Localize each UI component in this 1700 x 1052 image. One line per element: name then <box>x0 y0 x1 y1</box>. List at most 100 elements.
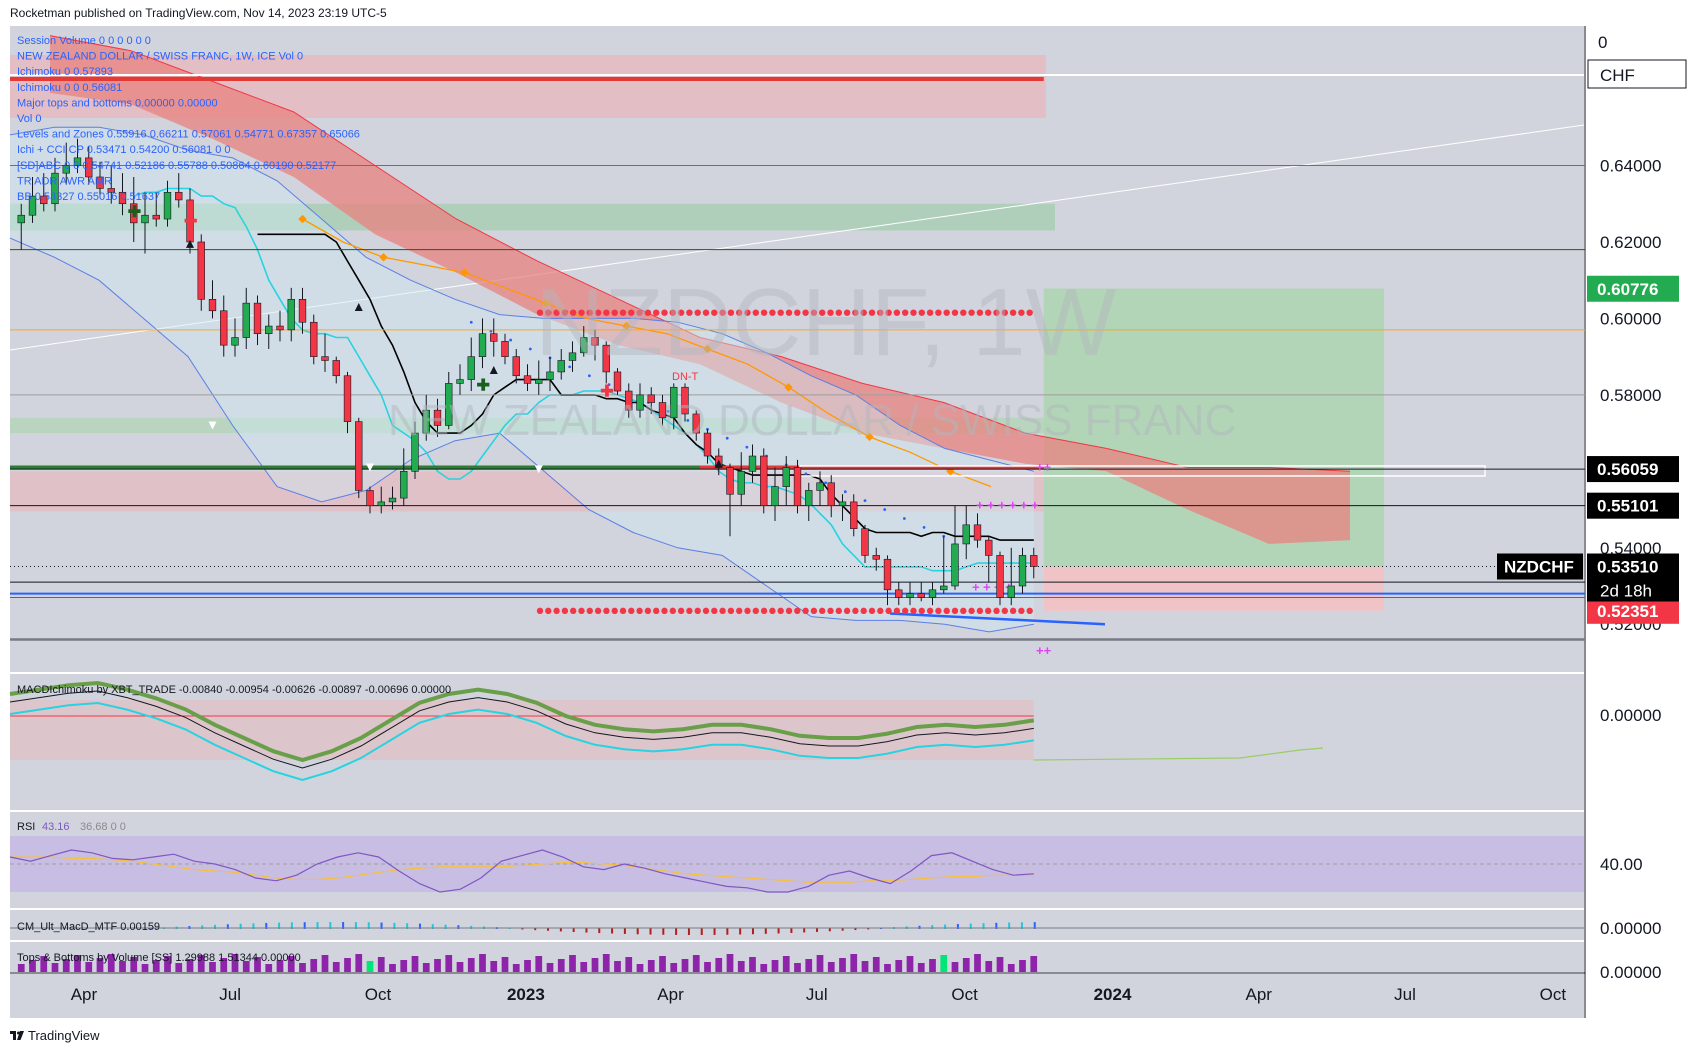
candle-body[interactable] <box>96 176 104 189</box>
candle-body[interactable] <box>625 390 633 411</box>
countdown-box[interactable] <box>1587 579 1679 602</box>
candle-body[interactable] <box>996 555 1004 598</box>
candle-body[interactable] <box>40 195 48 205</box>
candle-body[interactable] <box>973 524 982 541</box>
candle-body[interactable] <box>805 490 813 507</box>
price-tag-box[interactable] <box>1587 492 1679 519</box>
candle-body[interactable] <box>231 337 239 346</box>
candle-body[interactable] <box>208 299 217 312</box>
candle-body[interactable] <box>51 172 59 205</box>
candle-body[interactable] <box>985 539 993 556</box>
candle-body[interactable] <box>782 467 790 487</box>
candle-body[interactable] <box>366 490 374 507</box>
price-tag-box[interactable] <box>1587 275 1679 302</box>
candle-body[interactable] <box>265 325 273 335</box>
candle-body[interactable] <box>130 203 138 224</box>
candle-body[interactable] <box>580 337 588 354</box>
candle-body[interactable] <box>321 356 329 361</box>
candle-body[interactable] <box>1018 555 1027 587</box>
candle-body[interactable] <box>917 593 925 598</box>
candle-body[interactable] <box>681 386 689 415</box>
candle-body[interactable] <box>771 486 779 507</box>
candle-body[interactable] <box>816 482 824 491</box>
candle-body[interactable] <box>107 188 115 193</box>
candle-body[interactable] <box>62 165 70 174</box>
candle-body[interactable] <box>962 524 970 545</box>
candle-body[interactable] <box>793 467 802 507</box>
candle-body[interactable] <box>343 375 352 422</box>
candle-body[interactable] <box>332 360 340 377</box>
candle-body[interactable] <box>433 409 442 426</box>
candle-body[interactable] <box>850 501 858 529</box>
candle-body[interactable] <box>602 344 610 373</box>
price-tag-box[interactable] <box>1587 553 1679 580</box>
trend-line-white[interactable] <box>9 124 1585 351</box>
candle-body[interactable] <box>422 409 430 434</box>
candle-body[interactable] <box>501 341 509 357</box>
candle-body[interactable] <box>287 299 295 331</box>
candle-body[interactable] <box>355 421 363 491</box>
candle-body[interactable] <box>557 360 565 373</box>
symbol-tag-box[interactable] <box>1497 553 1583 580</box>
candle-body[interactable] <box>692 413 700 434</box>
candle-body[interactable] <box>1030 555 1038 567</box>
candle-body[interactable] <box>523 375 532 384</box>
candle-body[interactable] <box>242 302 250 338</box>
candle-body[interactable] <box>1007 585 1015 598</box>
candle-body[interactable] <box>827 482 835 507</box>
candle-body[interactable] <box>197 241 205 300</box>
candle-body[interactable] <box>467 356 475 380</box>
candle-body[interactable] <box>73 157 82 166</box>
candle-body[interactable] <box>940 585 948 591</box>
candle-body[interactable] <box>670 386 678 419</box>
candle-body[interactable] <box>748 455 757 472</box>
candle-body[interactable] <box>535 379 543 384</box>
candle-body[interactable] <box>895 589 903 598</box>
candle-body[interactable] <box>28 195 37 216</box>
candle-body[interactable] <box>928 589 937 598</box>
price-tag-box[interactable] <box>1587 456 1679 483</box>
candle-body[interactable] <box>152 214 160 220</box>
currency-box[interactable] <box>1587 59 1687 89</box>
candle-body[interactable] <box>17 214 25 224</box>
candle-body[interactable] <box>760 455 768 507</box>
candle-body[interactable] <box>175 191 183 201</box>
candle-body[interactable] <box>546 371 554 380</box>
long-position-stop-zone[interactable] <box>1043 566 1384 611</box>
candle-body[interactable] <box>872 555 880 560</box>
candle-body[interactable] <box>636 394 644 411</box>
candle-body[interactable] <box>613 371 622 392</box>
candle-body[interactable] <box>220 310 228 346</box>
candle-body[interactable] <box>861 528 869 556</box>
candle-body[interactable] <box>591 337 599 346</box>
candle-body[interactable] <box>377 501 385 507</box>
candle-body[interactable] <box>411 432 419 472</box>
candle-body[interactable] <box>658 402 667 419</box>
candle-body[interactable] <box>906 593 914 598</box>
candle-body[interactable] <box>568 352 577 361</box>
price-axis-background[interactable] <box>1586 26 1692 1018</box>
candle-body[interactable] <box>737 471 745 495</box>
candle-body[interactable] <box>388 497 397 503</box>
candle-body[interactable] <box>478 333 487 357</box>
time-axis-background[interactable] <box>10 974 1584 1018</box>
candle-body[interactable] <box>310 321 318 357</box>
candle-body[interactable] <box>883 558 892 591</box>
candle-body[interactable] <box>726 467 734 495</box>
candle-body[interactable] <box>445 383 453 426</box>
candle-body[interactable] <box>298 299 307 323</box>
candle-body[interactable] <box>456 379 464 384</box>
candle-body[interactable] <box>85 157 93 178</box>
candle-body[interactable] <box>163 191 172 220</box>
candle-body[interactable] <box>647 394 655 403</box>
candle-body[interactable] <box>838 501 847 507</box>
candle-body[interactable] <box>490 333 498 342</box>
support-trend-line[interactable] <box>889 612 1106 626</box>
candle-body[interactable] <box>951 543 959 587</box>
candle-body[interactable] <box>703 432 712 457</box>
candle-body[interactable] <box>253 302 262 335</box>
candle-body[interactable] <box>400 471 408 499</box>
candle-body[interactable] <box>141 214 149 224</box>
candle-body[interactable] <box>276 325 284 331</box>
